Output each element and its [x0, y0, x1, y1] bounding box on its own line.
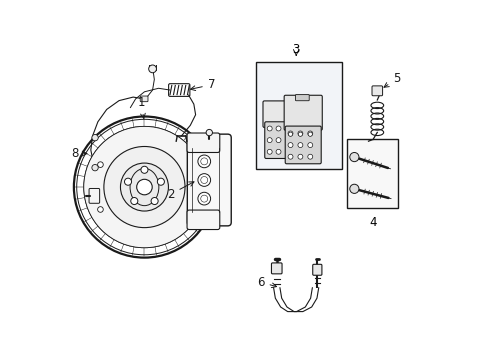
Circle shape — [298, 154, 303, 159]
Circle shape — [151, 198, 158, 204]
Circle shape — [350, 184, 359, 193]
FancyBboxPatch shape — [263, 101, 288, 127]
Circle shape — [92, 135, 98, 141]
Circle shape — [308, 154, 313, 159]
Circle shape — [121, 163, 169, 211]
Text: 1: 1 — [137, 96, 145, 118]
FancyBboxPatch shape — [285, 126, 321, 164]
Circle shape — [148, 65, 156, 73]
Circle shape — [267, 149, 272, 154]
Circle shape — [308, 132, 313, 136]
Circle shape — [288, 131, 293, 136]
FancyBboxPatch shape — [313, 264, 322, 275]
Bar — [347, 139, 398, 208]
Circle shape — [289, 132, 293, 136]
Circle shape — [124, 178, 131, 185]
Circle shape — [298, 131, 303, 136]
FancyBboxPatch shape — [187, 133, 220, 153]
Circle shape — [288, 154, 293, 159]
Text: 7: 7 — [191, 78, 215, 91]
Circle shape — [98, 162, 103, 167]
Circle shape — [276, 126, 281, 131]
Circle shape — [98, 207, 103, 212]
Circle shape — [104, 147, 185, 228]
Circle shape — [206, 129, 213, 136]
FancyBboxPatch shape — [89, 189, 99, 203]
FancyBboxPatch shape — [265, 122, 288, 158]
Circle shape — [298, 143, 303, 148]
Circle shape — [276, 138, 281, 143]
Circle shape — [92, 165, 98, 171]
Circle shape — [308, 143, 313, 148]
Circle shape — [350, 153, 359, 162]
Circle shape — [157, 178, 165, 185]
Text: 8: 8 — [71, 147, 87, 160]
Circle shape — [267, 138, 272, 143]
Text: 6: 6 — [257, 276, 276, 289]
Bar — [256, 62, 342, 170]
Circle shape — [137, 179, 152, 195]
FancyBboxPatch shape — [372, 86, 383, 96]
Circle shape — [298, 132, 302, 136]
FancyBboxPatch shape — [295, 95, 309, 101]
Circle shape — [84, 126, 205, 248]
Circle shape — [308, 131, 313, 136]
Circle shape — [198, 192, 211, 205]
Text: 2: 2 — [167, 182, 194, 201]
Circle shape — [288, 143, 293, 148]
Text: 5: 5 — [384, 72, 400, 87]
Text: 3: 3 — [293, 43, 300, 56]
Circle shape — [198, 174, 211, 186]
Circle shape — [141, 166, 148, 173]
FancyBboxPatch shape — [271, 263, 282, 274]
Circle shape — [131, 198, 138, 204]
Circle shape — [267, 126, 272, 131]
Circle shape — [198, 155, 211, 168]
Circle shape — [276, 149, 281, 154]
FancyBboxPatch shape — [140, 96, 148, 102]
FancyBboxPatch shape — [187, 134, 231, 226]
Text: 4: 4 — [369, 216, 377, 229]
FancyBboxPatch shape — [284, 95, 322, 130]
FancyBboxPatch shape — [187, 210, 220, 230]
